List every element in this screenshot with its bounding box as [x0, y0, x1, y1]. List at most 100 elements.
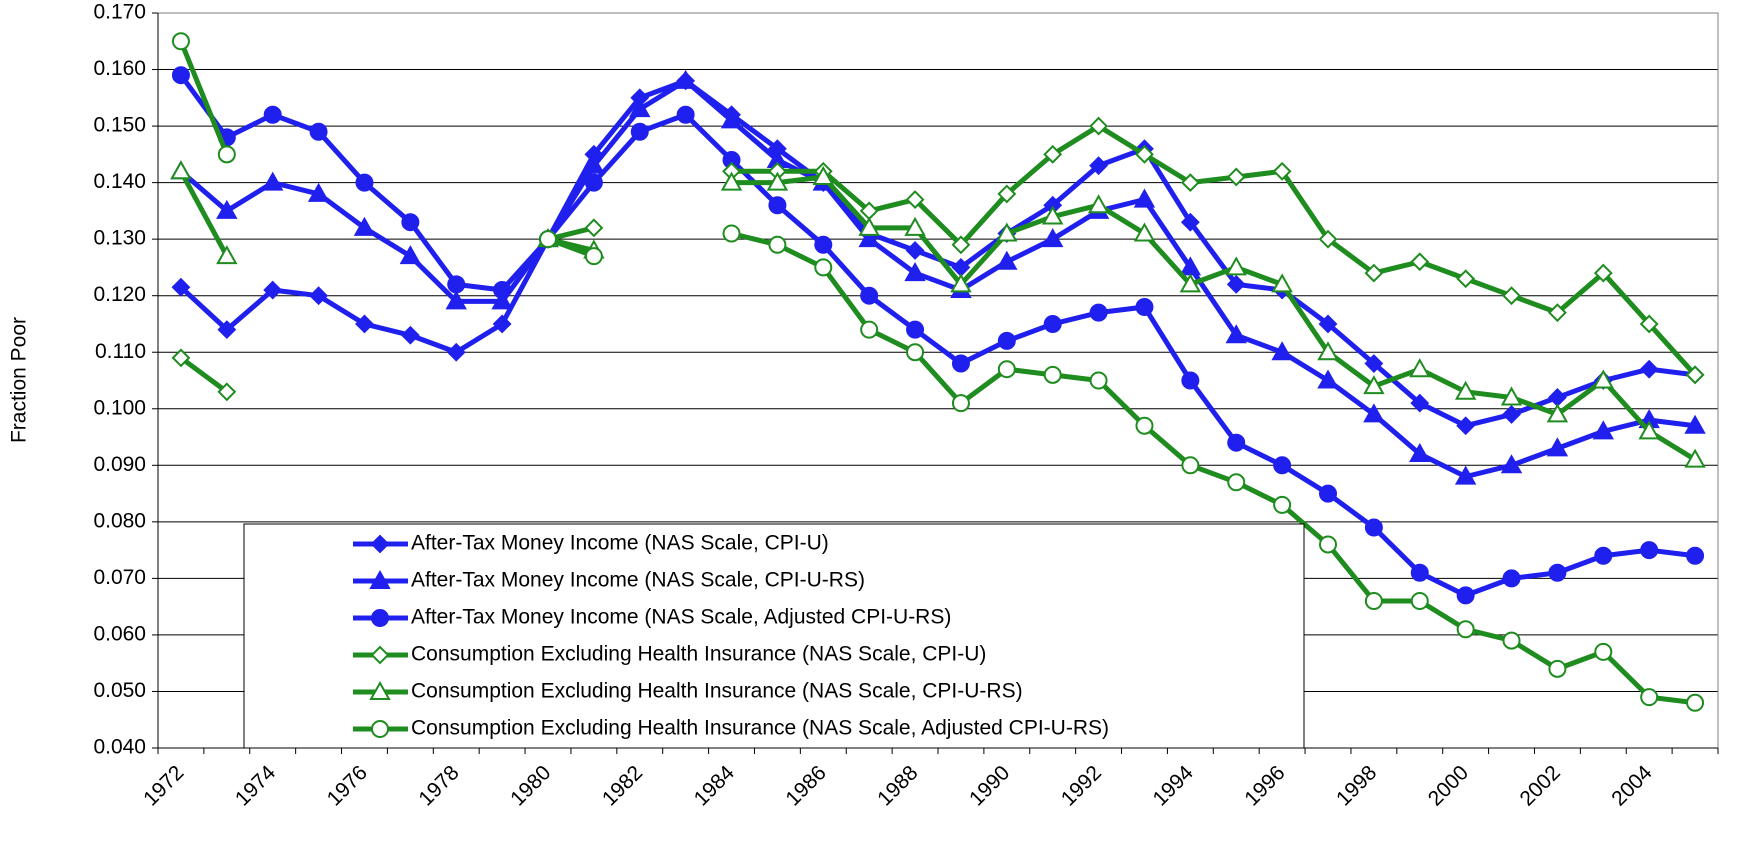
data-point — [1686, 546, 1705, 565]
data-point — [401, 213, 420, 232]
x-tick-label: 1986 — [781, 761, 830, 810]
data-point — [1133, 222, 1156, 242]
data-point — [1135, 144, 1154, 164]
data-point — [1639, 359, 1659, 379]
data-point — [1180, 173, 1200, 193]
data-point — [906, 343, 925, 362]
data-point — [1454, 465, 1477, 485]
legend-marker — [369, 680, 391, 700]
data-point — [170, 160, 192, 180]
data-point — [1454, 380, 1477, 400]
data-point — [768, 235, 787, 254]
data-point — [904, 262, 926, 282]
data-point — [1181, 371, 1200, 390]
data-point — [1594, 642, 1613, 661]
series-line — [178, 73, 1696, 598]
data-point — [1410, 563, 1429, 582]
data-point — [1318, 314, 1338, 334]
data-point — [1317, 341, 1339, 361]
data-point — [1409, 358, 1431, 378]
data-point — [400, 325, 420, 345]
data-point — [1135, 416, 1154, 435]
data-point — [1181, 456, 1200, 475]
data-point — [1089, 156, 1109, 176]
legend-marker — [369, 569, 391, 589]
data-point — [1319, 535, 1337, 554]
y-tick-label: 0.060 — [93, 622, 146, 645]
data-point — [812, 165, 835, 185]
data-point — [1456, 586, 1475, 605]
data-point — [674, 69, 697, 89]
data-point — [1319, 484, 1337, 503]
data-point — [1179, 273, 1202, 293]
data-point — [858, 216, 880, 236]
data-point — [1410, 252, 1430, 272]
y-tick-label: 0.110 — [95, 340, 146, 363]
data-point — [860, 320, 879, 339]
data-point — [720, 171, 743, 191]
data-point — [1684, 414, 1706, 434]
y-tick-label: 0.070 — [93, 566, 146, 589]
data-point — [1592, 369, 1615, 389]
data-point — [1546, 403, 1569, 423]
data-point — [353, 216, 376, 236]
legend-label: Consumption Excluding Health Insurance (… — [411, 680, 1023, 703]
legend: After-Tax Money Income (NAS Scale, CPI-U… — [243, 523, 1305, 749]
data-point — [768, 196, 787, 215]
y-tick-label: 0.160 — [93, 57, 146, 80]
x-tick-label: 1988 — [873, 761, 922, 810]
data-point — [445, 290, 467, 310]
data-point — [1227, 433, 1246, 452]
x-tick-label: 1990 — [965, 761, 1014, 810]
data-point — [1273, 495, 1292, 514]
data-point — [307, 182, 330, 202]
data-point — [217, 382, 237, 402]
legend-label: Consumption Excluding Health Insurance (… — [411, 643, 986, 666]
legend-box — [243, 523, 1305, 749]
data-point — [1456, 620, 1475, 639]
y-tick-label: 0.150 — [93, 114, 146, 137]
x-tick-label: 2002 — [1516, 761, 1565, 810]
data-point — [1410, 592, 1429, 610]
data-point — [1318, 229, 1338, 249]
y-tick-label: 0.090 — [93, 453, 146, 476]
data-point — [539, 230, 557, 249]
x-tick-label: 1980 — [506, 761, 555, 810]
data-point — [399, 245, 422, 265]
x-tick-label: 1976 — [323, 761, 372, 810]
data-point — [904, 216, 926, 236]
data-point — [1547, 303, 1567, 323]
data-point — [1502, 631, 1521, 650]
data-point — [1364, 592, 1383, 610]
x-tick-label: 1974 — [231, 761, 281, 811]
data-point — [1226, 274, 1246, 294]
legend-marker — [371, 609, 389, 627]
series-line — [179, 78, 1696, 480]
legend-label: After-Tax Money Income (NAS Scale, CPI-U… — [411, 532, 829, 555]
data-point — [1225, 256, 1247, 276]
data-point — [951, 394, 970, 413]
data-point — [997, 331, 1016, 350]
data-point — [1500, 454, 1523, 474]
data-point — [1226, 167, 1246, 187]
legend-label: Consumption Excluding Health Insurance (… — [411, 717, 1109, 740]
data-point — [1089, 116, 1109, 136]
data-point — [261, 171, 284, 191]
data-point — [263, 280, 283, 300]
x-tick-label: 2000 — [1424, 761, 1473, 810]
data-point — [447, 275, 466, 294]
data-point — [1547, 388, 1567, 407]
data-point — [1180, 212, 1200, 232]
x-tick-label: 1994 — [1149, 761, 1199, 811]
data-point — [1684, 448, 1706, 468]
data-point — [216, 199, 238, 219]
data-point — [1502, 405, 1521, 424]
data-point — [1502, 569, 1521, 588]
y-axis-label: Fraction Poor — [8, 317, 31, 443]
data-point — [905, 190, 925, 209]
legend-label: After-Tax Money Income (NAS Scale, CPI-U… — [411, 569, 865, 592]
data-point — [355, 173, 374, 192]
data-point — [355, 314, 374, 334]
data-point — [858, 228, 880, 248]
data-point — [309, 122, 328, 141]
